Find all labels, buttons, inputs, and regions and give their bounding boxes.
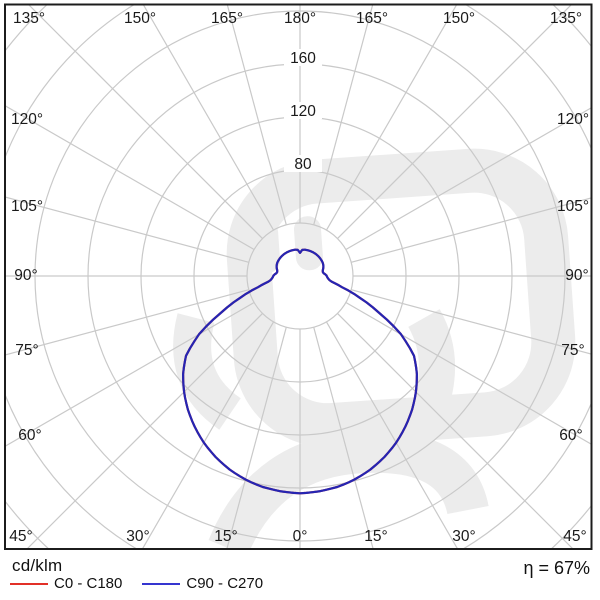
angle-label-30-left: 30°: [126, 528, 149, 545]
legend-red-line-swatch: [10, 582, 48, 585]
angle-label-90-right: 90°: [565, 267, 588, 284]
radial-tick-label-160: 160: [290, 50, 316, 67]
legend-blue-line-swatch: [142, 582, 181, 585]
grid-spoke-30-right: [325, 321, 459, 549]
grid-spoke-135-left: [27, 4, 263, 239]
legend-item-c90-c270: C90 - C270: [142, 575, 263, 592]
angle-label-75-left: 75°: [15, 342, 38, 359]
radial-tick-halo-160: [284, 49, 322, 66]
angle-label-135-right: 135°: [550, 10, 582, 27]
angle-label-90-left: 90°: [14, 267, 37, 284]
angle-label-165-right: 165°: [356, 10, 388, 27]
grid-spoke-15-right: [313, 327, 374, 549]
angle-labels: 0° 15° 15° 30° 30° 45° 45° 60° 60° 75° 75° 90° 90° 10…: [9, 10, 589, 545]
grid-spoke-135-right: [337, 4, 573, 239]
angle-label-60-right: 60°: [559, 427, 582, 444]
efficiency-label: η = 67%: [523, 558, 590, 578]
angle-label-30-right: 30°: [452, 528, 475, 545]
angle-label-15-right: 15°: [364, 528, 387, 545]
grid-spoke-150-left: [142, 4, 275, 231]
grid-spoke-75-left: [5, 289, 249, 356]
angle-label-45-right: 45°: [563, 528, 586, 545]
grid-spoke-120-left: [5, 104, 255, 251]
radial-tick-labels: 80 120 160: [284, 49, 322, 173]
legend-item-c0-c180: C0 - C180: [10, 575, 122, 592]
grid-spoke-75-right: [351, 289, 592, 355]
angle-label-150-right: 150°: [443, 10, 475, 27]
intensity-curves: [182, 248, 418, 495]
angle-label-15-left: 15°: [214, 528, 237, 545]
grid-spoke-105-right: [351, 197, 592, 263]
chart-legend: C0 - C180 C90 - C270: [10, 575, 263, 592]
radial-tick-label-120: 120: [290, 103, 316, 120]
angle-label-45-left: 45°: [9, 528, 32, 545]
grid-spoke-120-right: [345, 107, 592, 251]
grid-spoke-45-right: [337, 313, 574, 549]
radial-tick-label-80: 80: [294, 156, 312, 173]
grid-spoke-15-left: [226, 327, 287, 549]
angle-label-180-left: 180°: [284, 10, 316, 27]
chart-border: [4, 3, 593, 550]
angle-label-105-left: 105°: [11, 198, 43, 215]
grid-spoke-150-right: [325, 4, 458, 231]
radial-tick-halo-120: [284, 102, 322, 119]
units-label: cd/klm: [12, 556, 63, 575]
legend-label-c0-c180: C0 - C180: [54, 575, 123, 592]
angle-label-75-right: 75°: [561, 342, 584, 359]
radial-tick-halo-80: [284, 155, 322, 172]
angle-label-150-left: 150°: [124, 10, 156, 27]
angle-label-60-left: 60°: [18, 427, 41, 444]
intensity-curve-c90-c270: [182, 248, 418, 495]
angle-label-0-left: 0°: [293, 528, 308, 545]
grid-spoke-165-left: [226, 4, 287, 225]
grid-spoke-45-left: [26, 313, 263, 549]
angle-label-165-left: 165°: [211, 10, 243, 27]
angle-label-120-right: 120°: [557, 111, 589, 128]
angle-label-135-left: 135°: [13, 10, 45, 27]
angle-label-120-left: 120°: [11, 111, 43, 128]
grid-spoke-165-right: [313, 4, 374, 225]
angle-label-105-right: 105°: [557, 198, 589, 215]
grid-spoke-30-left: [141, 321, 275, 549]
grid-spoke-105-left: [5, 196, 249, 263]
legend-label-c90-c270: C90 - C270: [186, 575, 264, 592]
